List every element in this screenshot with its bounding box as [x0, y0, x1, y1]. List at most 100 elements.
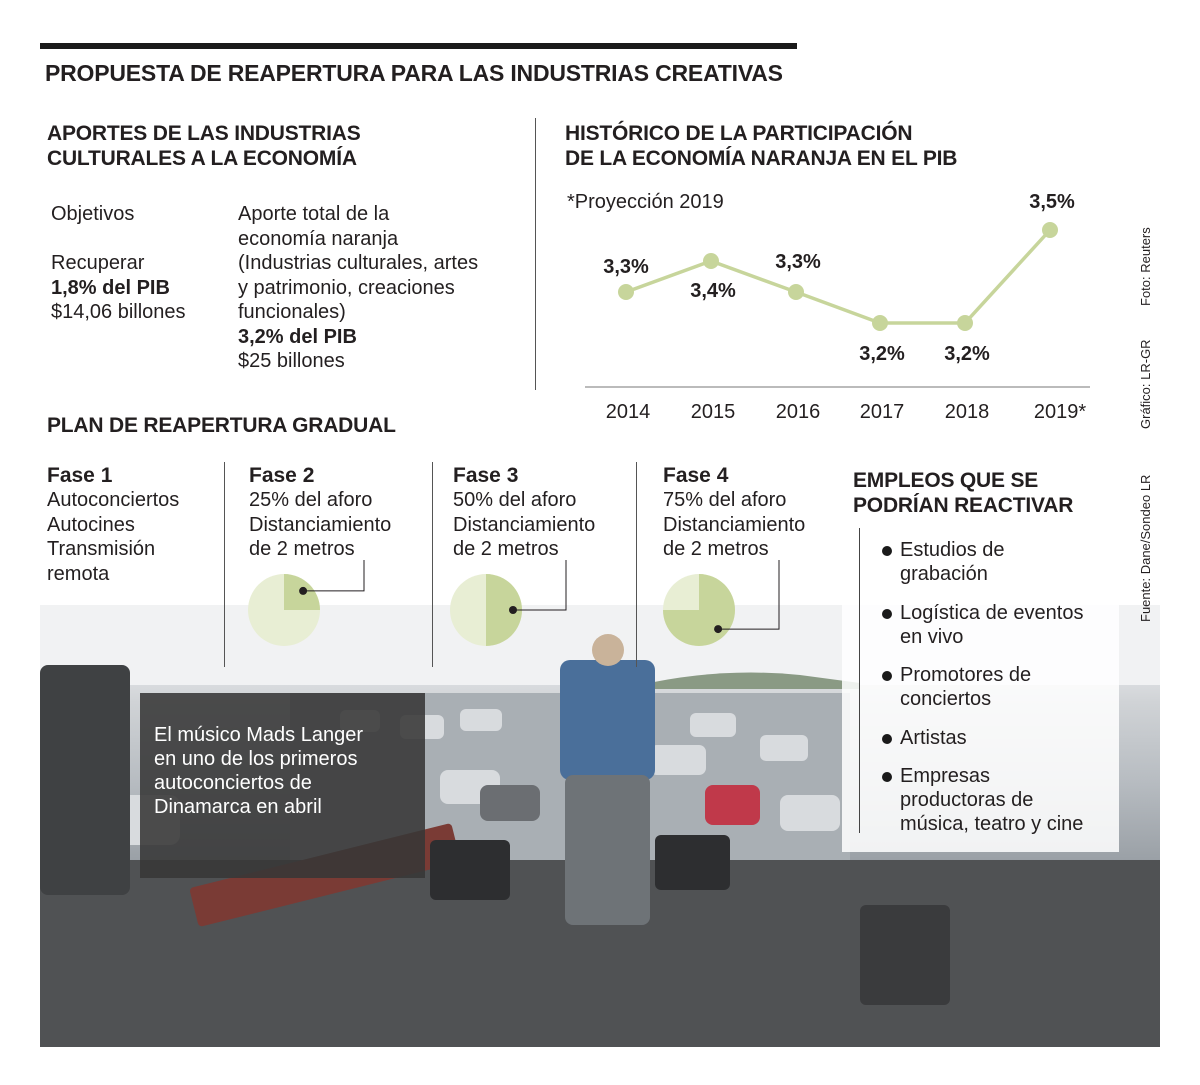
tick-label: 2017	[860, 401, 905, 423]
empleos-title-line1: EMPLEOS QUE SE	[853, 469, 1039, 492]
fase-4: Fase 4 75% del aforo Distanciamiento de …	[663, 463, 805, 562]
leader-dot	[509, 606, 517, 614]
data-label: 3,5%	[1029, 191, 1075, 213]
data-point	[703, 253, 719, 269]
empleos-title: EMPLEOS QUE SE PODRÍAN REACTIVAR	[853, 468, 1073, 518]
data-label: 3,2%	[944, 343, 990, 365]
fase-divider	[636, 462, 637, 667]
monitor-speaker	[430, 840, 510, 900]
pie-slice	[486, 574, 522, 646]
plan-title: PLAN DE REAPERTURA GRADUAL	[47, 414, 396, 437]
data-point	[872, 315, 888, 331]
fase-line: Autoconciertos	[47, 489, 180, 511]
fase-title: Fase 2	[249, 464, 315, 487]
fase-title: Fase 1	[47, 464, 113, 487]
leader-dot	[714, 625, 723, 634]
photo-caption: El músico Mads Langer en uno de los prim…	[140, 693, 425, 878]
data-label: 3,3%	[775, 251, 821, 273]
fase-line: remota	[47, 562, 110, 585]
distant-hills	[640, 672, 860, 689]
aporte-amount: $25 billones	[238, 350, 345, 372]
recuperar-label: Recuperar	[51, 252, 145, 274]
musician-jacket	[560, 660, 655, 780]
data-label: 3,2%	[859, 343, 905, 365]
musician-head	[592, 634, 624, 666]
aforo-pie-fase-4	[663, 560, 780, 646]
aforo-pie-fase-2	[248, 560, 365, 646]
tick-label: 2016	[776, 401, 821, 423]
aporte-line: y patrimonio, creaciones	[238, 276, 455, 299]
bullet-icon	[882, 772, 892, 782]
empleo-item: Logística de eventos en vivo	[900, 602, 1084, 648]
recuperar-amount: $14,06 billones	[51, 301, 186, 323]
chart-title-line2: DE LA ECONOMÍA NARANJA EN EL PIB	[565, 147, 958, 170]
empleos-line	[859, 528, 860, 833]
tick-label: 2014	[606, 401, 651, 423]
bullet-icon	[882, 671, 892, 681]
fase-line: de 2 metros	[453, 538, 559, 560]
fase-line: de 2 metros	[663, 538, 769, 560]
leader-dot	[299, 586, 308, 595]
title-rule	[40, 43, 797, 49]
main-title: PROPUESTA DE REAPERTURA PARA LAS INDUSTR…	[45, 60, 783, 86]
line-chart: 3,3%3,4%3,3%3,2% 3,2%3,5% 2014 2015 2016 201…	[585, 191, 1090, 423]
series-line	[625, 228, 1052, 325]
fase-line: Distanciamiento	[663, 513, 806, 536]
fase-line: 25% del aforo	[249, 489, 373, 511]
fase-line: Transmisión	[47, 538, 156, 560]
credit-fuente: Fuente: Dane/Sondeo LR	[1138, 474, 1153, 622]
empleo-item: Estudios de grabación	[900, 539, 1005, 585]
tick-label: 2015	[691, 401, 736, 423]
fase-line: 50% del aforo	[453, 489, 577, 511]
aporte-block: Aporte total de la economía naranja (Ind…	[238, 202, 478, 374]
empleo-item: Promotores de conciertos	[900, 664, 1032, 710]
fase-title: Fase 3	[453, 464, 519, 487]
data-label: 3,3%	[603, 256, 649, 278]
empleo-item: Empresas productoras de música, teatro y c…	[900, 765, 1084, 835]
leader-line	[303, 560, 365, 592]
leader-line	[718, 560, 780, 630]
fase-line: Autocines	[47, 513, 135, 536]
amp	[860, 905, 950, 1005]
recuperar-block: Recuperar 1,8% del PIB $14,06 billones	[51, 251, 186, 325]
aportes-title-line1: APORTES DE LAS INDUSTRIAS	[47, 122, 361, 145]
data-point	[788, 284, 804, 300]
fase-2: Fase 2 25% del aforo Distanciamiento de …	[249, 463, 391, 562]
credit-foto: Foto: Reuters	[1138, 227, 1153, 306]
data-points	[618, 222, 1058, 331]
empleo-item: Artistas	[900, 727, 967, 749]
musician-legs	[565, 775, 650, 925]
chart-title: HISTÓRICO DE LA PARTICIPACIÓN DE LA ECON…	[565, 121, 957, 171]
leader-line	[513, 560, 567, 611]
tick-label: 2018	[945, 401, 990, 423]
data-point	[1042, 222, 1058, 238]
bullet-icon	[882, 734, 892, 744]
aporte-pct: 3,2% del PIB	[238, 325, 357, 348]
chart-title-line1: HISTÓRICO DE LA PARTICIPACIÓN	[565, 122, 913, 145]
aporte-line: Aporte total de la	[238, 203, 390, 225]
cameraman	[40, 665, 130, 895]
empleos-panel: EMPLEOS QUE SE PODRÍAN REACTIVAR Estudio…	[842, 460, 1119, 852]
objetivos-label: Objetivos	[51, 203, 135, 225]
fase-1: Fase 1 Autoconciertos Autocines Transmis…	[47, 463, 179, 586]
section-divider	[535, 118, 536, 390]
aporte-line: economía naranja	[238, 227, 399, 250]
data-point	[957, 315, 973, 331]
fase-title: Fase 4	[663, 464, 729, 487]
tick-labels: 2014 2015 2016 2017 2018 2019*	[606, 401, 1087, 423]
aforo-pie-fase-3	[450, 560, 567, 646]
credit-grafico: Gráfico: LR-GR	[1138, 339, 1153, 429]
aporte-line: (Industrias culturales, artes	[238, 252, 479, 274]
recuperar-pct: 1,8% del PIB	[51, 276, 170, 299]
fase-line: de 2 metros	[249, 538, 355, 560]
data-point	[618, 284, 634, 300]
empleos-title-line2: PODRÍAN REACTIVAR	[853, 494, 1074, 517]
red-car	[705, 785, 760, 825]
aporte-line: funcionales)	[238, 301, 346, 323]
monitor-speaker	[655, 835, 730, 890]
fase-line: 75% del aforo	[663, 489, 787, 511]
bullet-icon	[882, 609, 892, 619]
fase-line: Distanciamiento	[453, 513, 596, 536]
bullet-icon	[882, 546, 892, 556]
data-labels: 3,3% 3,4% 3,3% 3,2% 3,2% 3,5%	[603, 191, 1075, 365]
